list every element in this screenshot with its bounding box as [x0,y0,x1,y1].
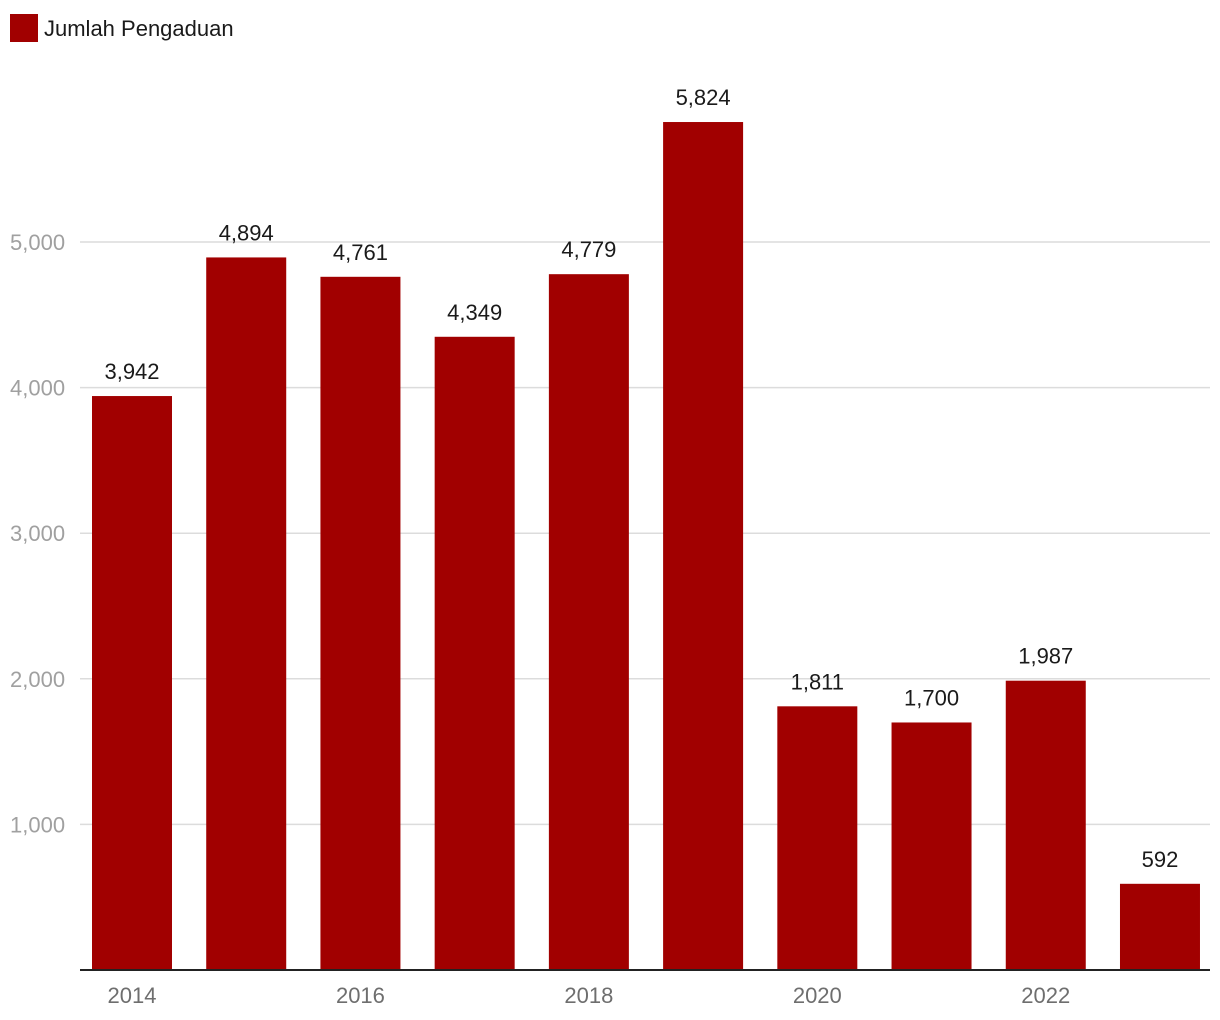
bar [206,257,287,970]
bar [891,722,972,970]
bars [92,122,1200,971]
bar-value-label: 1,987 [1018,644,1073,669]
bar-value-label: 4,779 [561,237,616,262]
y-tick-label: 3,000 [10,521,65,546]
bar-value-label: 592 [1142,847,1179,872]
data-labels: 3,942 4,894 4,761 4,349 4,779 5,824 1,811 1,700… [104,85,1178,872]
x-tick-label: 2014 [108,983,157,1008]
y-tick-label: 2,000 [10,667,65,692]
bar [548,274,629,970]
bar [320,276,401,970]
bar [663,122,744,971]
bar-value-label: 1,811 [791,669,844,694]
bar-value-label: 3,942 [104,359,159,384]
bar-value-label: 4,894 [219,220,274,245]
bar [1005,680,1086,970]
legend-label: Jumlah Pengaduan [44,16,234,41]
bar [434,336,515,970]
bar-value-label: 5,824 [676,85,731,110]
bar [777,706,858,970]
x-tick-label: 2018 [564,983,613,1008]
y-axis: 1,000 2,000 3,000 4,000 5,000 [10,230,65,837]
legend: Jumlah Pengaduan [10,14,234,42]
bar-value-label: 4,761 [333,240,388,265]
x-tick-label: 2020 [793,983,842,1008]
bar-value-label: 1,700 [904,685,959,710]
bar-value-label: 4,349 [447,300,502,325]
x-tick-label: 2022 [1021,983,1070,1008]
y-tick-label: 5,000 [10,230,65,255]
bar [1119,883,1200,970]
x-tick-label: 2016 [336,983,385,1008]
y-tick-label: 4,000 [10,376,65,401]
x-axis: 2014 2016 2018 2020 2022 [108,983,1071,1008]
y-tick-label: 1,000 [10,812,65,837]
bar [92,396,172,970]
legend-swatch [10,14,38,42]
